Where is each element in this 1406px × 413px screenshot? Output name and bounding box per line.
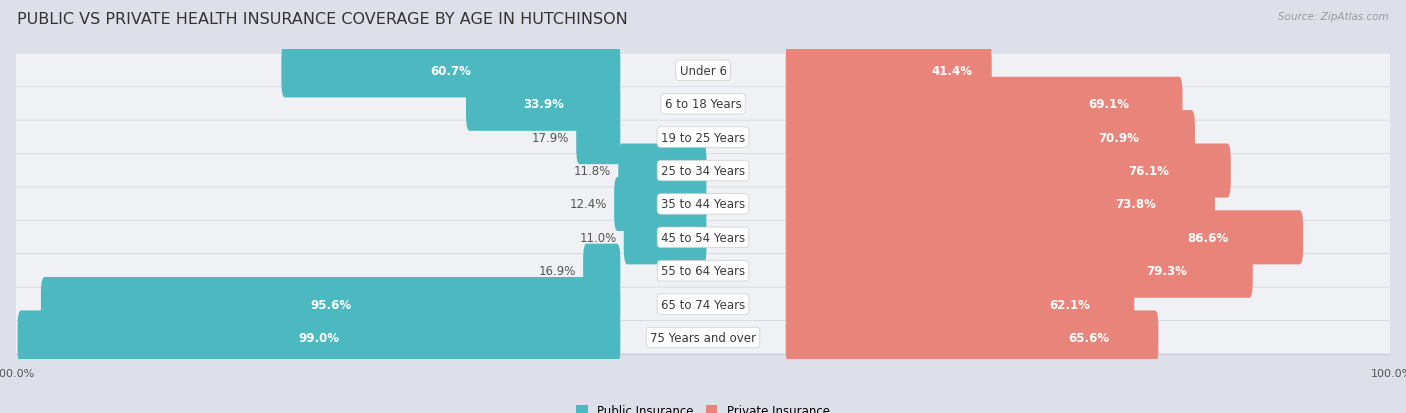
FancyBboxPatch shape — [17, 311, 620, 365]
FancyBboxPatch shape — [15, 121, 1391, 154]
FancyBboxPatch shape — [41, 278, 620, 331]
FancyBboxPatch shape — [15, 288, 1391, 320]
Text: 62.1%: 62.1% — [1049, 298, 1090, 311]
FancyBboxPatch shape — [15, 256, 1391, 289]
FancyBboxPatch shape — [15, 188, 1391, 221]
FancyBboxPatch shape — [15, 221, 1391, 254]
FancyBboxPatch shape — [15, 55, 1391, 87]
Text: 16.9%: 16.9% — [538, 265, 576, 278]
Text: 65.6%: 65.6% — [1069, 331, 1109, 344]
FancyBboxPatch shape — [15, 157, 1391, 189]
Text: 41.4%: 41.4% — [932, 65, 973, 78]
Text: 17.9%: 17.9% — [531, 131, 569, 144]
FancyBboxPatch shape — [15, 323, 1391, 356]
Text: 69.1%: 69.1% — [1088, 98, 1129, 111]
Text: 45 to 54 Years: 45 to 54 Years — [661, 231, 745, 244]
Text: 6 to 18 Years: 6 to 18 Years — [665, 98, 741, 111]
FancyBboxPatch shape — [15, 254, 1391, 287]
Legend: Public Insurance, Private Insurance: Public Insurance, Private Insurance — [571, 399, 835, 413]
Text: 86.6%: 86.6% — [1187, 231, 1229, 244]
FancyBboxPatch shape — [15, 290, 1391, 322]
FancyBboxPatch shape — [15, 190, 1391, 223]
FancyBboxPatch shape — [786, 178, 1215, 231]
FancyBboxPatch shape — [624, 211, 706, 265]
Text: 65 to 74 Years: 65 to 74 Years — [661, 298, 745, 311]
FancyBboxPatch shape — [614, 178, 706, 231]
Text: 11.8%: 11.8% — [574, 165, 612, 178]
FancyBboxPatch shape — [15, 57, 1391, 89]
FancyBboxPatch shape — [619, 144, 706, 198]
Text: 73.8%: 73.8% — [1115, 198, 1156, 211]
FancyBboxPatch shape — [786, 311, 1159, 365]
FancyBboxPatch shape — [15, 321, 1391, 354]
Text: 60.7%: 60.7% — [430, 65, 471, 78]
FancyBboxPatch shape — [281, 44, 620, 98]
FancyBboxPatch shape — [786, 78, 1182, 131]
Text: 76.1%: 76.1% — [1128, 165, 1168, 178]
Text: 95.6%: 95.6% — [311, 298, 352, 311]
Text: 11.0%: 11.0% — [579, 231, 617, 244]
FancyBboxPatch shape — [583, 244, 620, 298]
FancyBboxPatch shape — [15, 154, 1391, 187]
FancyBboxPatch shape — [15, 123, 1391, 156]
Text: 55 to 64 Years: 55 to 64 Years — [661, 265, 745, 278]
FancyBboxPatch shape — [15, 88, 1391, 121]
FancyBboxPatch shape — [786, 278, 1135, 331]
FancyBboxPatch shape — [786, 144, 1230, 198]
Text: Under 6: Under 6 — [679, 65, 727, 78]
Text: PUBLIC VS PRIVATE HEALTH INSURANCE COVERAGE BY AGE IN HUTCHINSON: PUBLIC VS PRIVATE HEALTH INSURANCE COVER… — [17, 12, 627, 27]
FancyBboxPatch shape — [15, 223, 1391, 256]
Text: 70.9%: 70.9% — [1098, 131, 1139, 144]
FancyBboxPatch shape — [576, 111, 620, 165]
Text: 33.9%: 33.9% — [523, 98, 564, 111]
FancyBboxPatch shape — [786, 211, 1303, 265]
FancyBboxPatch shape — [465, 78, 620, 131]
FancyBboxPatch shape — [786, 44, 991, 98]
FancyBboxPatch shape — [786, 244, 1253, 298]
Text: 75 Years and over: 75 Years and over — [650, 331, 756, 344]
Text: Source: ZipAtlas.com: Source: ZipAtlas.com — [1278, 12, 1389, 22]
FancyBboxPatch shape — [15, 90, 1391, 123]
Text: 12.4%: 12.4% — [569, 198, 607, 211]
Text: 99.0%: 99.0% — [298, 331, 339, 344]
FancyBboxPatch shape — [786, 111, 1195, 165]
Text: 25 to 34 Years: 25 to 34 Years — [661, 165, 745, 178]
Text: 79.3%: 79.3% — [1146, 265, 1187, 278]
Text: 35 to 44 Years: 35 to 44 Years — [661, 198, 745, 211]
Text: 19 to 25 Years: 19 to 25 Years — [661, 131, 745, 144]
